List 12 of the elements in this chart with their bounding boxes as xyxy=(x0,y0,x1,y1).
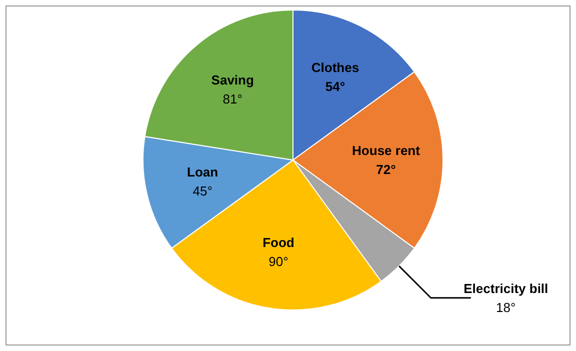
slice-label: Loan xyxy=(187,164,218,180)
slice-label: Electricity bill xyxy=(464,280,548,296)
slice-label: Food xyxy=(262,234,294,250)
slice-label: Saving xyxy=(211,72,254,88)
data-label: 90° xyxy=(268,254,288,269)
data-label: 72° xyxy=(376,162,396,177)
data-label: 81° xyxy=(222,91,242,106)
slice-label: Clothes xyxy=(311,60,360,76)
data-label: 54° xyxy=(325,79,346,94)
slice-label: House rent xyxy=(352,143,421,158)
data-label: 18° xyxy=(496,300,516,315)
data-label: 45° xyxy=(192,184,212,199)
